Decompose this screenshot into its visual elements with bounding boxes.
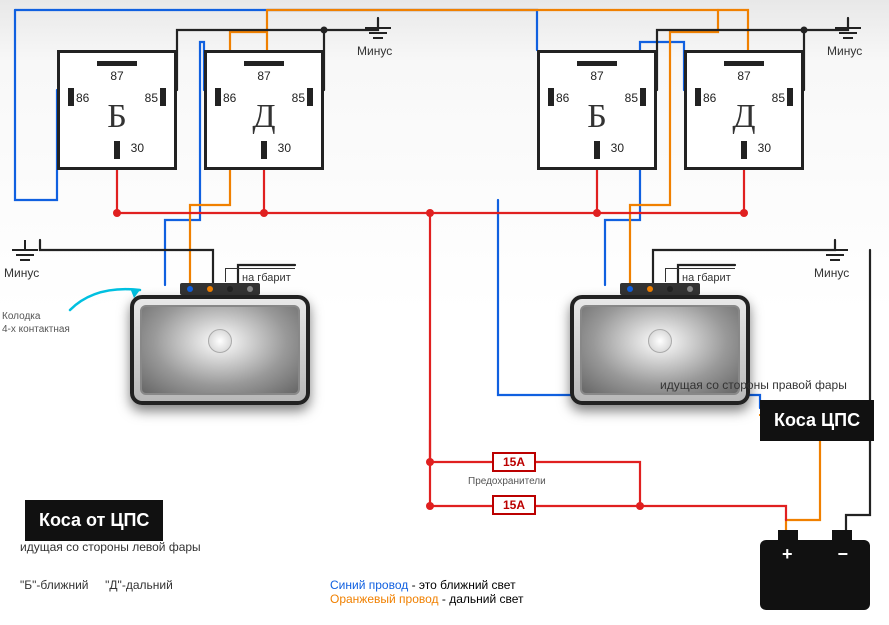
ground-label: Минус	[827, 44, 862, 58]
pin87-bar	[577, 61, 617, 66]
fuse-caption: Предохранители	[468, 476, 546, 487]
ground-label: Минус	[814, 266, 849, 280]
relay-letter: Б	[587, 98, 607, 136]
pin30-label: 30	[131, 141, 144, 155]
battery: + −	[760, 540, 870, 610]
pin30-bar	[594, 141, 600, 159]
pin86-bar	[695, 88, 701, 106]
legend-orange-label: Оранжевый провод	[330, 592, 439, 606]
ground-label: Минус	[4, 266, 39, 280]
relay-letter: Б	[107, 98, 127, 136]
pin30-bar	[741, 141, 747, 159]
lamp-left	[130, 295, 310, 405]
pin85-bar	[307, 88, 313, 106]
fuse-1: 15A	[492, 495, 536, 515]
pin86-label: 86	[556, 91, 569, 105]
pin87-label: 87	[110, 69, 123, 83]
pin86-bar	[68, 88, 74, 106]
ground-symbol-0: Минус	[363, 18, 393, 44]
b-legend: "Б"-ближний	[20, 578, 89, 592]
pin85-label: 85	[625, 91, 638, 105]
gbarit-label-0: на гбарит	[242, 272, 291, 284]
fuse-0: 15A	[492, 452, 536, 472]
kosa-left-sub: идущая со стороны левой фары	[20, 540, 201, 554]
pin85-label: 85	[772, 91, 785, 105]
pin85-bar	[160, 88, 166, 106]
relay-left-d: 87 86 85 30Д	[204, 50, 324, 170]
pin87-bar	[97, 61, 137, 66]
pin85-label: 85	[145, 91, 158, 105]
relay-right-b: 87 86 85 30 Б	[537, 50, 657, 170]
pin87-bar	[244, 61, 284, 66]
pin30-label: 30	[611, 141, 624, 155]
headlamp-bulb	[208, 329, 232, 353]
ground-label: Минус	[357, 44, 392, 58]
pin30-label: 30	[278, 141, 291, 155]
ground-symbol-1: Минус	[833, 18, 863, 44]
relay-letter: Д	[252, 98, 275, 136]
relay-right-d: 87 86 85 30Д	[684, 50, 804, 170]
headlamp-connector	[180, 283, 260, 295]
battery-term-minus	[832, 530, 852, 542]
battery-term-plus	[778, 530, 798, 542]
kolodka-label: Колодка 4-х контактная	[2, 310, 70, 336]
battery-minus-sign: −	[837, 544, 848, 565]
pin87-label: 87	[737, 69, 750, 83]
legend-blue-label: Синий провод	[330, 578, 408, 592]
headlamp-bulb	[648, 329, 672, 353]
legend-blue-rest: - это ближний свет	[408, 578, 515, 592]
relay-left-b: 87 86 85 30 Б	[57, 50, 177, 170]
pin86-bar	[215, 88, 221, 106]
pin87-bar	[724, 61, 764, 66]
pin86-bar	[548, 88, 554, 106]
wire-color-legend: Синий провод - это ближний свет Оранжевы…	[330, 578, 524, 606]
battery-plus-sign: +	[782, 544, 793, 565]
headlamp-connector	[620, 283, 700, 295]
relay-letter: Д	[732, 98, 755, 136]
gbarit-label-1: на гбарит	[682, 272, 731, 284]
ground-symbol-3: Минус	[820, 240, 850, 266]
kosa-right-label: Коса ЦПС	[760, 400, 874, 441]
d-legend: "Д"-дальний	[105, 578, 173, 592]
pin30-label: 30	[758, 141, 771, 155]
pin86-label: 86	[223, 91, 236, 105]
headlamp-lens	[140, 305, 300, 395]
legend-orange-rest: - дальний свет	[439, 592, 524, 606]
bd-legend: "Б"-ближний "Д"-дальний	[20, 578, 173, 592]
kosa-left-label: Коса от ЦПС	[25, 500, 163, 541]
pin85-label: 85	[292, 91, 305, 105]
pin85-bar	[640, 88, 646, 106]
pin87-label: 87	[590, 69, 603, 83]
kosa-right-sub: идущая со стороны правой фары	[660, 378, 847, 392]
pin86-label: 86	[76, 91, 89, 105]
pin30-bar	[261, 141, 267, 159]
pin86-label: 86	[703, 91, 716, 105]
pin85-bar	[787, 88, 793, 106]
pin30-bar	[114, 141, 120, 159]
ground-symbol-2: Минус	[10, 240, 40, 266]
pin87-label: 87	[257, 69, 270, 83]
